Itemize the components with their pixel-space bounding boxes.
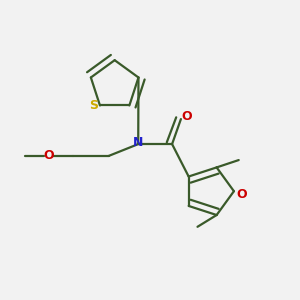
- Text: O: O: [43, 149, 54, 162]
- Text: O: O: [181, 110, 191, 123]
- Text: O: O: [236, 188, 247, 201]
- Text: S: S: [89, 99, 98, 112]
- Text: N: N: [133, 136, 143, 149]
